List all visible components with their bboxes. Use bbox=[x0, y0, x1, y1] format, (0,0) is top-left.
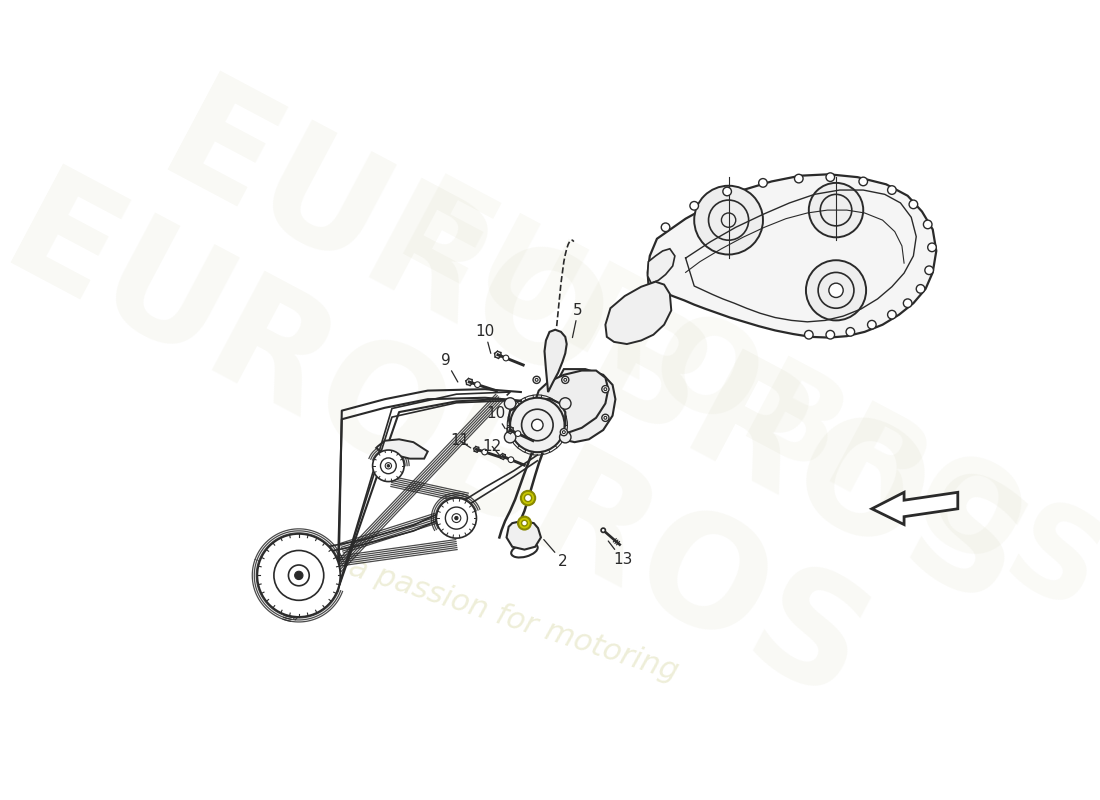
Polygon shape bbox=[506, 521, 541, 550]
Circle shape bbox=[888, 310, 896, 319]
Text: 10: 10 bbox=[475, 324, 495, 354]
Circle shape bbox=[690, 202, 698, 210]
Ellipse shape bbox=[512, 543, 538, 558]
Circle shape bbox=[903, 299, 912, 307]
Circle shape bbox=[560, 429, 568, 436]
Circle shape bbox=[508, 457, 514, 462]
Circle shape bbox=[808, 183, 864, 238]
Circle shape bbox=[446, 507, 468, 529]
Circle shape bbox=[806, 260, 866, 321]
Circle shape bbox=[452, 514, 461, 522]
Circle shape bbox=[474, 382, 481, 387]
Circle shape bbox=[560, 431, 571, 443]
Circle shape bbox=[604, 388, 607, 390]
Circle shape bbox=[387, 465, 389, 467]
Circle shape bbox=[521, 520, 527, 526]
Polygon shape bbox=[508, 399, 565, 450]
Circle shape bbox=[381, 458, 396, 474]
Text: EUROBROS: EUROBROS bbox=[378, 169, 1100, 641]
Circle shape bbox=[482, 449, 487, 455]
Circle shape bbox=[505, 398, 516, 410]
Circle shape bbox=[925, 266, 934, 274]
Polygon shape bbox=[544, 330, 566, 392]
Circle shape bbox=[505, 431, 516, 443]
Circle shape bbox=[859, 177, 868, 186]
Circle shape bbox=[888, 186, 896, 194]
Polygon shape bbox=[648, 174, 936, 338]
Circle shape bbox=[804, 330, 813, 339]
Polygon shape bbox=[376, 439, 428, 458]
Circle shape bbox=[604, 416, 607, 419]
Circle shape bbox=[829, 283, 844, 298]
Circle shape bbox=[602, 414, 609, 422]
Text: 10: 10 bbox=[486, 406, 505, 429]
Text: 2: 2 bbox=[543, 539, 568, 569]
Text: EUROBROS: EUROBROS bbox=[139, 66, 1047, 643]
Text: 11: 11 bbox=[450, 434, 471, 448]
Circle shape bbox=[562, 376, 569, 383]
Text: a passion for motoring: a passion for motoring bbox=[345, 553, 682, 687]
Circle shape bbox=[454, 517, 458, 520]
Text: 9: 9 bbox=[441, 353, 458, 382]
Text: 13: 13 bbox=[608, 541, 632, 567]
Circle shape bbox=[923, 220, 932, 229]
Circle shape bbox=[564, 378, 567, 382]
Circle shape bbox=[868, 321, 876, 329]
Polygon shape bbox=[648, 249, 675, 283]
Circle shape bbox=[826, 173, 835, 182]
Circle shape bbox=[295, 571, 302, 579]
Circle shape bbox=[518, 517, 531, 530]
Circle shape bbox=[521, 410, 553, 441]
Circle shape bbox=[927, 243, 936, 252]
Circle shape bbox=[916, 285, 925, 293]
Circle shape bbox=[723, 187, 732, 196]
Circle shape bbox=[525, 494, 531, 502]
Circle shape bbox=[521, 491, 536, 506]
Circle shape bbox=[531, 419, 543, 430]
Polygon shape bbox=[605, 282, 671, 344]
Circle shape bbox=[821, 194, 851, 226]
Circle shape bbox=[722, 213, 736, 227]
Circle shape bbox=[510, 398, 564, 452]
Text: EUROBROS: EUROBROS bbox=[0, 159, 889, 737]
Circle shape bbox=[515, 430, 520, 437]
Circle shape bbox=[560, 398, 571, 410]
Circle shape bbox=[818, 273, 854, 308]
Circle shape bbox=[602, 386, 609, 393]
Circle shape bbox=[794, 174, 803, 183]
Circle shape bbox=[661, 223, 670, 231]
Text: 12: 12 bbox=[483, 439, 502, 455]
Polygon shape bbox=[534, 370, 608, 434]
Circle shape bbox=[759, 178, 768, 187]
Circle shape bbox=[909, 200, 917, 209]
Circle shape bbox=[562, 430, 565, 434]
Circle shape bbox=[437, 498, 476, 538]
Circle shape bbox=[503, 355, 509, 361]
Circle shape bbox=[534, 376, 540, 383]
Circle shape bbox=[708, 200, 749, 240]
Circle shape bbox=[257, 534, 340, 617]
Circle shape bbox=[694, 186, 763, 254]
Polygon shape bbox=[547, 369, 615, 442]
Text: 5: 5 bbox=[572, 303, 583, 338]
Circle shape bbox=[601, 528, 605, 533]
Circle shape bbox=[373, 450, 404, 482]
Circle shape bbox=[288, 565, 309, 586]
Circle shape bbox=[274, 550, 323, 600]
Circle shape bbox=[385, 462, 392, 469]
Polygon shape bbox=[872, 492, 958, 525]
Circle shape bbox=[846, 327, 855, 336]
Circle shape bbox=[826, 330, 835, 339]
Circle shape bbox=[536, 378, 538, 382]
